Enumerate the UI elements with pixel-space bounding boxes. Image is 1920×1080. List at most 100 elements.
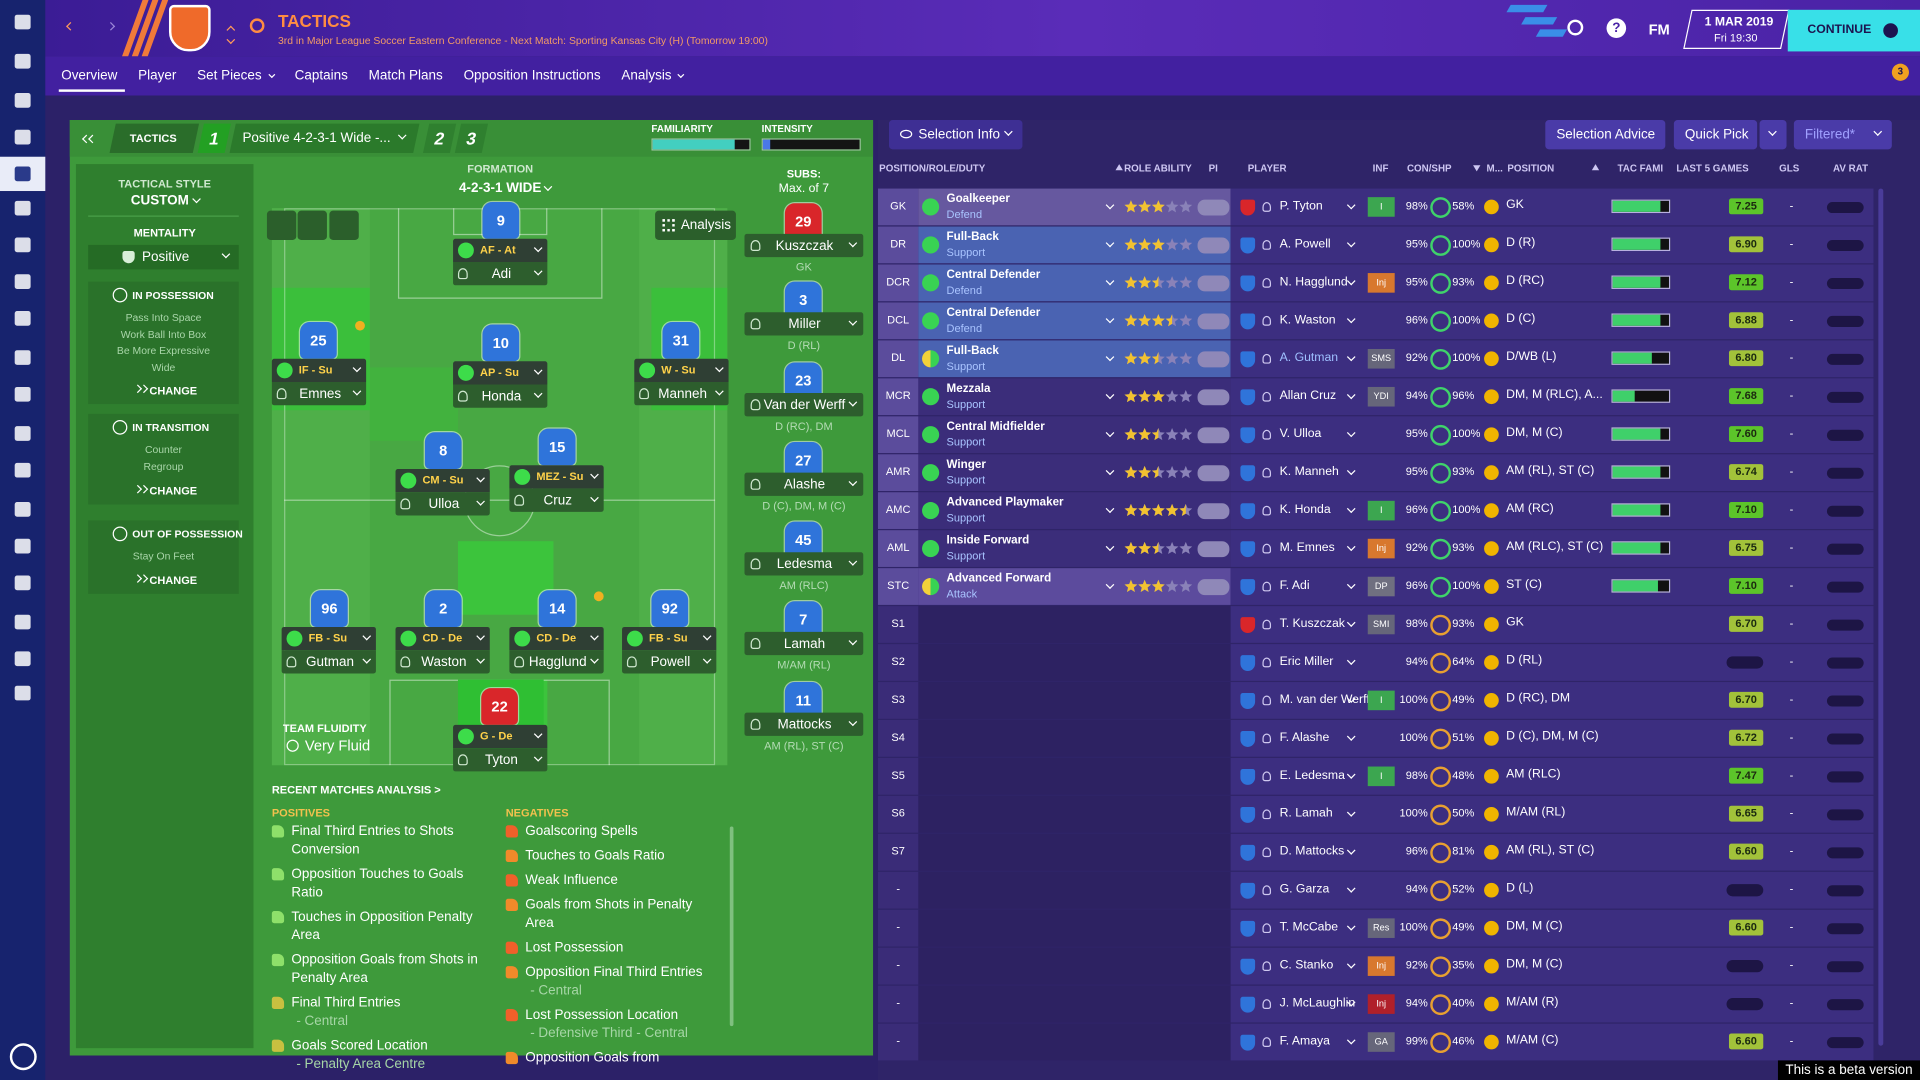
inf-badge[interactable]: Inj bbox=[1367, 273, 1395, 293]
tab[interactable]: Overview bbox=[58, 69, 125, 92]
row-player-cell[interactable] bbox=[1230, 416, 1874, 454]
player-shirt[interactable]: 8 bbox=[424, 432, 462, 469]
inf-badge[interactable]: I bbox=[1367, 766, 1395, 787]
tab[interactable]: Match Plans bbox=[369, 69, 443, 84]
column-header[interactable]: TAC FAMI bbox=[1617, 162, 1664, 174]
row-player-cell[interactable] bbox=[1230, 606, 1874, 643]
sidebar-icon[interactable] bbox=[14, 311, 31, 326]
player-shirt[interactable]: 14 bbox=[538, 590, 576, 627]
sidebar-icon[interactable] bbox=[14, 614, 31, 630]
sidebar-icon[interactable] bbox=[14, 651, 31, 667]
tab[interactable]: Captains bbox=[295, 69, 348, 84]
player-name[interactable]: E. Ledesma bbox=[1279, 768, 1345, 783]
sidebar-icon[interactable] bbox=[14, 426, 31, 441]
player-name[interactable]: F. Adi bbox=[1279, 579, 1310, 593]
role-box[interactable]: AF - At bbox=[453, 238, 548, 263]
formation-name[interactable]: 4-2-3-1 WIDE bbox=[459, 181, 542, 196]
sub-name-box[interactable]: Alashe bbox=[744, 472, 864, 496]
row-role-cell[interactable] bbox=[918, 530, 1231, 567]
row-role-cell[interactable] bbox=[918, 188, 1231, 226]
pi-icon[interactable] bbox=[1197, 579, 1230, 596]
row-player-cell[interactable] bbox=[1230, 264, 1874, 302]
column-header[interactable]: GLS bbox=[1779, 162, 1800, 174]
player-name[interactable]: C. Stanko bbox=[1279, 958, 1334, 973]
sidebar-icon[interactable] bbox=[14, 538, 31, 554]
pi-icon[interactable] bbox=[1197, 313, 1230, 330]
inf-badge[interactable]: I bbox=[1367, 500, 1395, 521]
role-box[interactable]: MEZ - Su bbox=[509, 465, 604, 489]
name-box[interactable]: Adi bbox=[453, 262, 548, 286]
row-role-cell[interactable] bbox=[918, 454, 1231, 492]
analysis-button[interactable]: Analysis bbox=[655, 210, 736, 241]
player-name[interactable]: F. Alashe bbox=[1279, 731, 1330, 745]
selection-button[interactable]: Selection Info bbox=[888, 120, 1023, 150]
row-role-cell[interactable] bbox=[918, 226, 1231, 264]
column-header[interactable]: INF bbox=[1372, 162, 1389, 174]
name-box[interactable]: Emnes bbox=[271, 382, 367, 406]
player-name[interactable]: T. McCabe bbox=[1279, 920, 1339, 935]
column-header[interactable]: M... bbox=[1486, 162, 1503, 174]
sidebar-icon[interactable] bbox=[14, 200, 31, 216]
sub-shirt[interactable]: 45 bbox=[784, 521, 822, 559]
column-header[interactable]: PI bbox=[1208, 162, 1218, 174]
pi-icon[interactable] bbox=[1197, 503, 1230, 520]
player-shirt[interactable]: 31 bbox=[662, 322, 700, 359]
pi-icon[interactable] bbox=[1197, 199, 1230, 216]
row-player-cell[interactable] bbox=[1230, 340, 1874, 378]
player-name[interactable]: K. Manneh bbox=[1279, 465, 1339, 479]
pi-icon[interactable] bbox=[1197, 541, 1230, 558]
name-box[interactable]: Cruz bbox=[509, 488, 604, 512]
name-box[interactable]: Honda bbox=[453, 384, 548, 408]
view-toggle[interactable] bbox=[297, 210, 327, 241]
role-box[interactable]: CM - Su bbox=[395, 468, 490, 493]
row-player-cell[interactable] bbox=[1230, 947, 1874, 985]
name-box[interactable]: Ulloa bbox=[395, 492, 490, 516]
row-player-cell[interactable] bbox=[1230, 302, 1874, 340]
name-box[interactable]: Manneh bbox=[634, 382, 729, 406]
row-role-cell[interactable] bbox=[918, 264, 1231, 302]
player-shirt[interactable]: 15 bbox=[538, 428, 576, 466]
sidebar-icon[interactable] bbox=[14, 575, 31, 591]
name-box[interactable]: Waston bbox=[395, 650, 490, 674]
sidebar-icon[interactable] bbox=[14, 386, 31, 402]
role-box[interactable]: IF - Su bbox=[271, 358, 367, 383]
tactic-dropdown[interactable]: Positive 4-2-3-1 Wide -... bbox=[229, 123, 420, 154]
pi-icon[interactable] bbox=[1197, 465, 1230, 482]
player-name[interactable]: R. Lamah bbox=[1279, 806, 1333, 821]
column-header[interactable]: POSITION/ROLE/DUTY bbox=[879, 162, 986, 174]
date-box[interactable]: 1 MAR 2019 Fri 19:30 bbox=[1683, 9, 1790, 49]
selection-button[interactable]: Selection Advice bbox=[1545, 120, 1666, 150]
inf-badge[interactable]: SMI bbox=[1367, 614, 1395, 635]
row-player-cell[interactable] bbox=[1230, 492, 1874, 529]
inf-badge[interactable]: YDI bbox=[1367, 386, 1395, 407]
style-value[interactable]: CUSTOM bbox=[130, 193, 189, 209]
row-player-cell[interactable] bbox=[1230, 226, 1874, 264]
role-box[interactable]: FB - Su bbox=[622, 626, 717, 651]
name-box[interactable]: Powell bbox=[622, 650, 717, 674]
sidebar-icon[interactable] bbox=[14, 502, 31, 517]
column-header[interactable]: CON/SHP bbox=[1406, 162, 1452, 174]
row-player-cell[interactable] bbox=[1230, 454, 1874, 492]
player-name[interactable]: P. Tyton bbox=[1279, 199, 1323, 214]
notification-badge[interactable]: 3 bbox=[1891, 63, 1909, 81]
pi-icon[interactable] bbox=[1197, 389, 1230, 406]
player-name[interactable]: Allan Cruz bbox=[1279, 389, 1337, 403]
column-header[interactable]: LAST 5 GAMES bbox=[1676, 162, 1749, 174]
sub-name-box[interactable]: Mattocks bbox=[744, 712, 864, 736]
player-name[interactable]: A. Powell bbox=[1279, 237, 1331, 252]
search-icon[interactable] bbox=[249, 18, 265, 34]
sub-shirt[interactable]: 3 bbox=[784, 281, 822, 319]
column-header[interactable]: AV RAT bbox=[1833, 162, 1869, 174]
player-shirt[interactable]: 9 bbox=[482, 202, 520, 239]
sub-name-box[interactable]: Van der Werff bbox=[744, 393, 864, 417]
pi-icon[interactable] bbox=[1197, 275, 1230, 292]
sidebar-icon[interactable] bbox=[14, 274, 31, 289]
role-box[interactable]: G - De bbox=[453, 724, 548, 749]
row-player-cell[interactable] bbox=[1230, 833, 1874, 871]
player-shirt[interactable]: 22 bbox=[481, 688, 518, 725]
player-name[interactable]: Eric Miller bbox=[1279, 655, 1334, 669]
row-role-cell[interactable] bbox=[918, 568, 1231, 605]
inf-badge[interactable]: I bbox=[1367, 690, 1395, 711]
analysis-title[interactable]: RECENT MATCHES ANALYSIS > bbox=[271, 783, 441, 796]
row-role-cell[interactable] bbox=[918, 378, 1231, 416]
